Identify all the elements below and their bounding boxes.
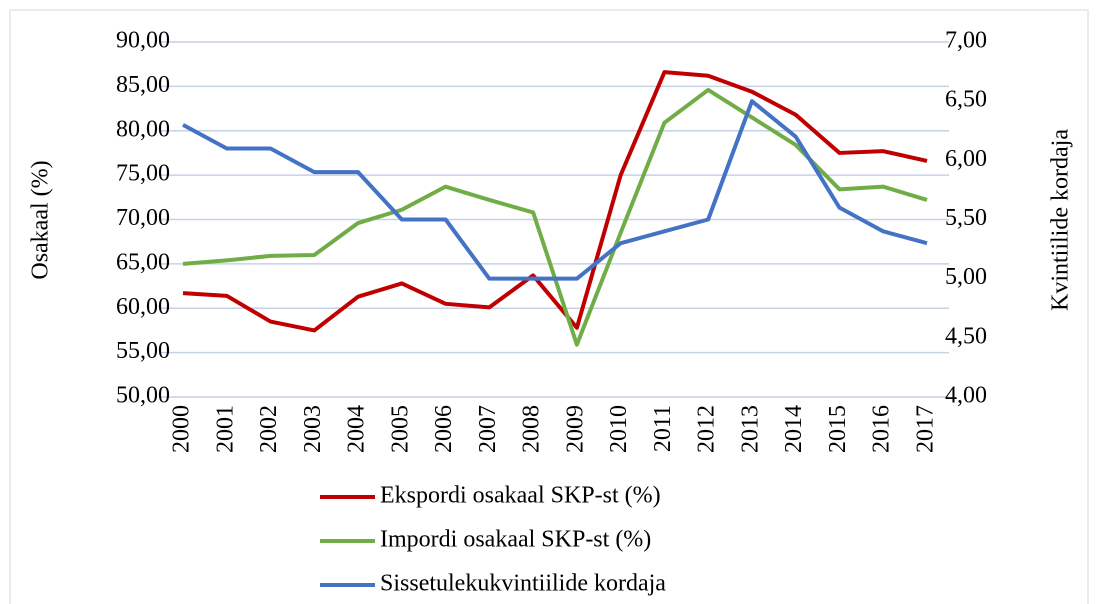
data-line (182, 87, 928, 347)
y2-tick-label: 5,00 (945, 264, 987, 290)
x-tick-label: 2012 (694, 405, 720, 453)
x-tick-label: 2008 (519, 405, 545, 453)
y2-axis-title: Kvintiilide kordaja (1048, 129, 1074, 311)
x-tick-label: 2005 (387, 405, 413, 453)
x-tick-label: 2001 (212, 405, 238, 453)
x-tick-label: 2009 (562, 405, 588, 453)
x-tick-label: 2006 (431, 405, 457, 453)
y2-tick-label: 7,00 (945, 28, 987, 54)
data-line (182, 70, 928, 333)
y2-tick-label: 6,50 (945, 87, 987, 113)
y-tick-label: 75,00 (116, 161, 170, 187)
x-tick-label: 2016 (869, 405, 895, 453)
y-tick-label: 65,00 (116, 249, 170, 275)
x-tick-label: 2004 (344, 405, 370, 453)
y-tick-label: 60,00 (116, 294, 170, 320)
chart-border (9, 9, 1089, 604)
y-tick-label: 55,00 (116, 338, 170, 364)
x-tick-label: 2011 (650, 405, 676, 452)
y-tick-label: 80,00 (116, 116, 170, 142)
x-tick-label: 2000 (169, 405, 195, 453)
x-tick-label: 2017 (913, 405, 939, 453)
y-tick-label: 85,00 (116, 72, 170, 98)
y2-tick-label: 4,50 (945, 323, 987, 349)
data-line (182, 99, 928, 281)
x-tick-label: 2014 (781, 405, 807, 453)
legend-label: Ekspordi osakaal SKP-st (%) (380, 483, 661, 509)
x-tick-label: 2007 (475, 405, 501, 453)
x-tick-label: 2002 (256, 405, 282, 453)
y-tick-label: 50,00 (116, 383, 170, 409)
x-tick-label: 2010 (606, 405, 632, 453)
y-tick-label: 70,00 (116, 205, 170, 231)
y-tick-label: 90,00 (116, 28, 170, 54)
legend-label: Impordi osakaal SKP-st (%) (380, 527, 651, 553)
y2-tick-label: 6,00 (945, 146, 987, 172)
y2-tick-label: 4,00 (945, 383, 987, 409)
y-axis-title: Osakaal (%) (28, 160, 54, 279)
y2-tick-label: 5,50 (945, 205, 987, 231)
x-tick-label: 2003 (300, 405, 326, 453)
x-tick-label: 2015 (825, 405, 851, 453)
legend-label: Sissetulekukvintiilide kordaja (380, 571, 666, 597)
x-tick-label: 2013 (737, 405, 763, 453)
